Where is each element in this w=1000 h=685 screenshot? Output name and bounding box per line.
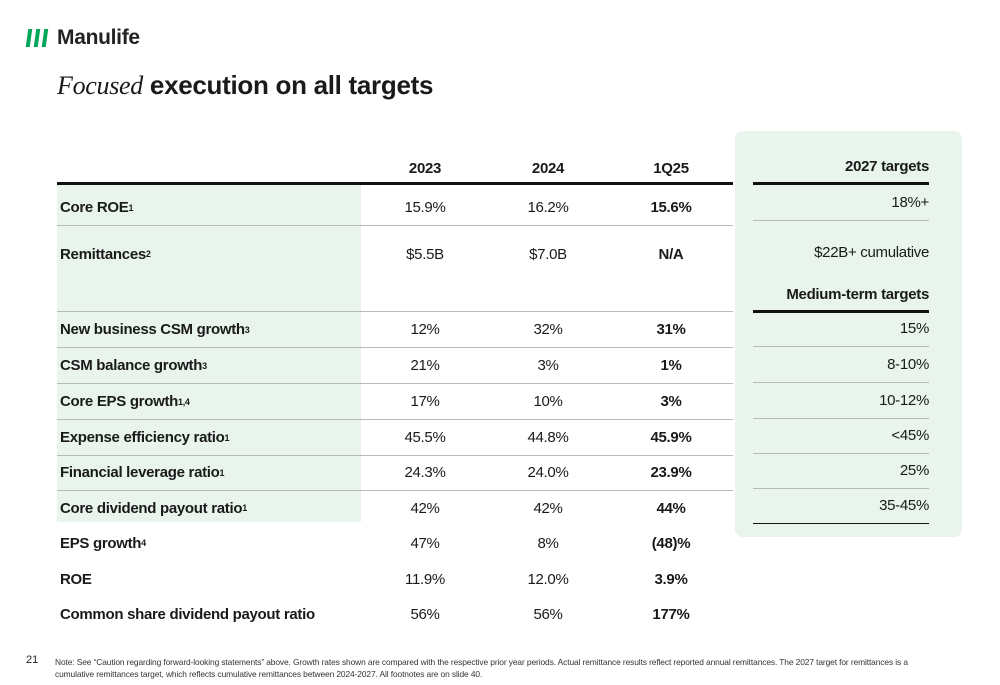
manulife-logo: Manulife [25, 25, 140, 51]
value-1q25: 177% [652, 605, 690, 623]
table-row: Core dividend payout ratio 1 42% 42% 44% [57, 490, 733, 526]
value-1q25: 31% [656, 321, 686, 338]
row-label: ROE [60, 561, 92, 597]
value-2023: 15.9% [404, 199, 446, 216]
value-2023: 21% [410, 357, 440, 374]
value-2023: 11.9% [405, 570, 445, 588]
table-row: Financial leverage ratio 1 24.3% 24.0% 23.9% [57, 455, 733, 491]
row-label-text: Core ROE [60, 199, 129, 216]
row-label: Common share dividend payout ratio [60, 596, 315, 632]
table-row: CSM balance growth 3 21% 3% 1% [57, 348, 733, 384]
value-1q25: 1% [660, 357, 682, 374]
row-label: CSM balance growth 3 [60, 357, 207, 374]
value-2023 [375, 276, 475, 311]
header-2024: 2024 [531, 160, 565, 177]
value-2023: 45.5% [404, 429, 446, 446]
row-label-text: New business CSM growth [60, 321, 245, 338]
header-rule [57, 182, 733, 185]
value-2024: 12.0% [527, 570, 569, 588]
table-row: Core EPS growth 1,4 17% 10% 3% [57, 384, 733, 420]
value-2023: 47% [410, 534, 440, 552]
value-2023: 17% [410, 393, 440, 410]
target-medium-value: 25% [753, 453, 929, 489]
row-label: Financial leverage ratio 1 [60, 464, 225, 481]
value-1q25: N/A [658, 245, 684, 263]
title-bold: execution on all targets [149, 70, 434, 100]
row-label-text: Common share dividend payout ratio [60, 605, 315, 623]
table-row [57, 276, 733, 312]
title-italic: Focused [57, 71, 143, 100]
value-1q25 [621, 276, 721, 311]
value-2023: $5.5B [406, 245, 444, 263]
row-label-text: Core dividend payout ratio [60, 499, 243, 517]
row-label: Core ROE 1 [60, 199, 134, 216]
value-2024 [498, 276, 598, 311]
value-1q25: (48)% [651, 534, 691, 552]
value-2024: 16.2% [527, 199, 569, 216]
brand-name: Manulife [57, 26, 140, 49]
value-2024: 3% [537, 357, 559, 374]
value-1q25: 23.9% [650, 464, 692, 481]
row-label: EPS growth 4 [60, 534, 146, 552]
row-label-text: Expense efficiency ratio [60, 429, 225, 446]
table-row: Core ROE 1 15.9% 16.2% 15.6% [57, 190, 733, 226]
value-2024: $7.0B [529, 245, 567, 263]
target-medium-value: 35-45% [753, 488, 929, 524]
row-label: Expense efficiency ratio 1 [60, 429, 230, 446]
value-1q25: 15.6% [650, 199, 692, 216]
table-row: EPS growth 4 47% 8% (48)% [57, 525, 733, 561]
value-1q25: 45.9% [650, 429, 692, 446]
table-row: ROE 11.9% 12.0% 3.9% [57, 561, 733, 597]
value-2024: 24.0% [527, 464, 569, 481]
row-label-text: EPS growth [60, 534, 142, 552]
row-label-text: Remittances [60, 245, 146, 263]
value-2024: 8% [537, 534, 559, 552]
row-label-text: Core EPS growth [60, 393, 179, 410]
table-row: Remittances 2 $5.5B $7.0B N/A [57, 236, 733, 272]
row-label: New business CSM growth 3 [60, 321, 250, 338]
header-1q25: 1Q25 [653, 160, 689, 177]
value-2023: 56% [410, 605, 440, 623]
page-title: Focused execution on all targets [57, 70, 433, 101]
manulife-logo-icon [25, 29, 49, 47]
table-row: New business CSM growth 3 12% 32% 31% [57, 312, 733, 348]
value-1q25: 3% [660, 393, 682, 410]
target-medium-value: 8-10% [753, 347, 929, 383]
table-row: Expense efficiency ratio 1 45.5% 44.8% 45.9% [57, 420, 733, 456]
targets-medium-rule [753, 310, 929, 313]
value-2024: 10% [533, 393, 563, 410]
table-row: Common share dividend payout ratio 56% 56%… [57, 596, 733, 632]
value-2023: 24.3% [404, 464, 446, 481]
value-2023: 12% [410, 321, 440, 338]
targets-panel: 2027 targets 18%+ $22B+ cumulative Mediu… [735, 131, 962, 537]
value-2024: 44.8% [527, 429, 569, 446]
row-label: Remittances 2 [60, 245, 151, 263]
header-2023: 2023 [408, 160, 442, 177]
target-2027-value: 18%+ [753, 185, 929, 221]
targets-2027-rule [753, 182, 929, 185]
value-2024: 32% [533, 321, 563, 338]
row-label: Core dividend payout ratio 1 [60, 499, 247, 517]
target-medium-value: 15% [753, 311, 929, 347]
value-2024: 42% [533, 499, 563, 517]
target-medium-value: 10-12% [753, 383, 929, 419]
label-column-background [57, 185, 361, 522]
value-1q25: 3.9% [654, 570, 688, 588]
row-label-text: CSM balance growth [60, 357, 203, 374]
target-medium-value: <45% [753, 418, 929, 454]
value-2024: 56% [533, 605, 563, 623]
row-label-text: Financial leverage ratio [60, 464, 220, 481]
value-1q25: 44% [656, 499, 686, 517]
target-2027-value: $22B+ cumulative [814, 243, 929, 261]
value-2023: 42% [410, 499, 440, 517]
page-number: 21 [26, 654, 39, 666]
targets-medium-header: Medium-term targets [786, 286, 929, 303]
row-label-text: ROE [60, 570, 92, 588]
targets-2027-header: 2027 targets [845, 158, 929, 175]
row-label: Core EPS growth 1,4 [60, 393, 190, 410]
footnote: Note: See “Caution regarding forward-loo… [55, 657, 908, 679]
